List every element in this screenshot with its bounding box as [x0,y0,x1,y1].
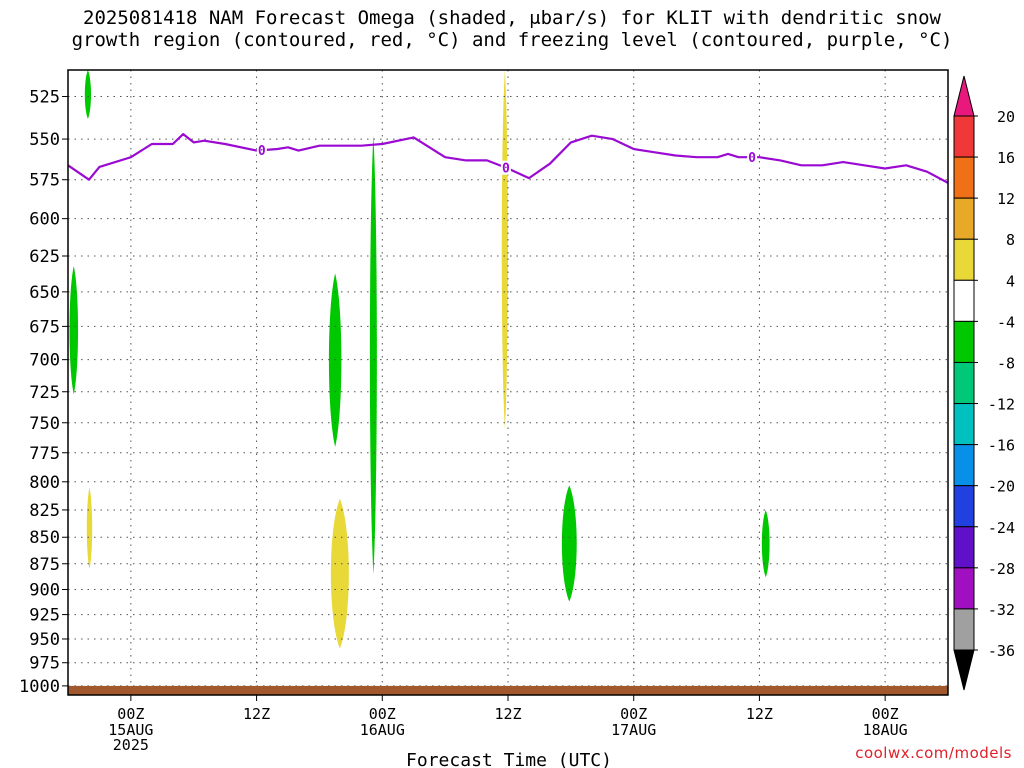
y-tick-label: 525 [29,88,60,108]
colorbar-label: -4 [997,313,1015,331]
colorbar-box [953,197,975,240]
x-tick-label: 12Z [746,705,773,723]
title-line-1: 2025081418 NAM Forecast Omega (shaded, μ… [83,7,941,29]
colorbar-box [953,526,975,569]
y-tick-label: 550 [29,130,60,150]
omega-region-2 [86,487,93,569]
colorbar-label: 20 [997,108,1015,126]
y-tick-label: 975 [29,654,60,674]
colorbar-label: 8 [1006,231,1015,249]
contour-label-bg [256,143,267,158]
colorbar-bottom-arrow [953,649,975,691]
colorbar-label: -8 [997,354,1015,372]
colorbar-box [953,238,975,281]
colorbar-label: -16 [988,437,1015,455]
colorbar-box [953,403,975,446]
x-tick-label: 12Z [494,705,521,723]
terrain-layer [68,685,948,695]
colorbar-label: -24 [988,519,1015,537]
x-axis-label: Forecast Time (UTC) [406,750,612,768]
colorbar-label: -12 [988,396,1015,414]
colorbar-label: 4 [1006,272,1015,290]
omega-region-8 [561,485,577,602]
y-tick-label: 925 [29,606,60,626]
pressure-axis: 525 550 575 600 625 650 675 700 725 750 775 800 825 8… [19,88,68,697]
x-tick-sublabel: 18AUG [863,721,908,739]
colorbar-label: -32 [988,601,1015,619]
y-tick-label: 800 [29,473,60,493]
contour-label: 0 [258,144,266,159]
colorbar-box [953,567,975,610]
colorbar-label: -36 [988,642,1015,660]
colorbar-box [953,115,975,158]
colorbar-box [953,485,975,528]
x-tick-label: 00Z [872,705,899,723]
terrain-band [68,685,948,695]
freezing-level-layer: 0 0 0 [67,133,949,184]
freezing-level-line [67,133,949,184]
colorbar-box [953,608,975,651]
y-tick-label: 625 [29,247,60,267]
omega-region-5 [69,266,79,395]
y-tick-label: 575 [29,171,60,191]
omega-region-4 [84,70,92,119]
y-tick-label: 1000 [19,677,60,697]
x-tick-sublabel: 17AUG [611,721,656,739]
x-tick-label: 12Z [243,705,270,723]
y-tick-label: 750 [29,414,60,434]
colorbar-box [953,444,975,487]
shaded-regions [69,70,770,649]
colorbar-label: -20 [988,478,1015,496]
y-tick-label: 850 [29,528,60,548]
watermark: coolwx.com/models [855,744,1012,762]
y-tick-label: 725 [29,383,60,403]
grid-lines [68,70,948,695]
y-tick-label: 675 [29,317,60,337]
x-tick-sublabel: 2025 [113,736,149,754]
omega-region-9 [761,509,770,578]
chart-title: 2025081418 NAM Forecast Omega (shaded, μ… [0,7,1024,51]
contour-label: 0 [502,162,510,177]
colorbar: 20 16 12 8 4 -4 -8 -12 -16 -20 -24 -28 -32 -36 [953,75,1015,691]
y-tick-label: 775 [29,444,60,464]
omega-region-1 [501,70,508,429]
y-tick-label: 875 [29,555,60,575]
colorbar-box [953,361,975,405]
omega-region-3 [330,498,349,649]
x-tick-label: 00Z [620,705,647,723]
y-tick-label: 600 [29,210,60,230]
contour-label: 0 [748,151,756,166]
y-tick-label: 900 [29,581,60,601]
y-tick-label: 950 [29,630,60,650]
x-tick-label: 00Z [117,705,144,723]
y-tick-label: 650 [29,283,60,303]
colorbar-label: 16 [997,149,1015,167]
x-tick-sublabel: 15AUG [108,721,153,739]
title-line-2: growth region (contoured, red, °C) and f… [71,29,953,51]
y-tick-label: 825 [29,501,60,521]
contour-label-bg [500,160,511,175]
y-tick-label: 700 [29,351,60,371]
colorbar-label: 12 [997,190,1015,208]
colorbar-top-arrow [953,75,975,117]
colorbar-label: -28 [988,560,1015,578]
colorbar-box [953,320,975,363]
contour-label-bg [747,150,758,165]
x-tick-sublabel: 16AUG [360,721,405,739]
omega-region-7 [369,135,377,575]
colorbar-box [953,279,975,322]
colorbar-box [953,156,975,199]
x-tick-label: 00Z [369,705,396,723]
